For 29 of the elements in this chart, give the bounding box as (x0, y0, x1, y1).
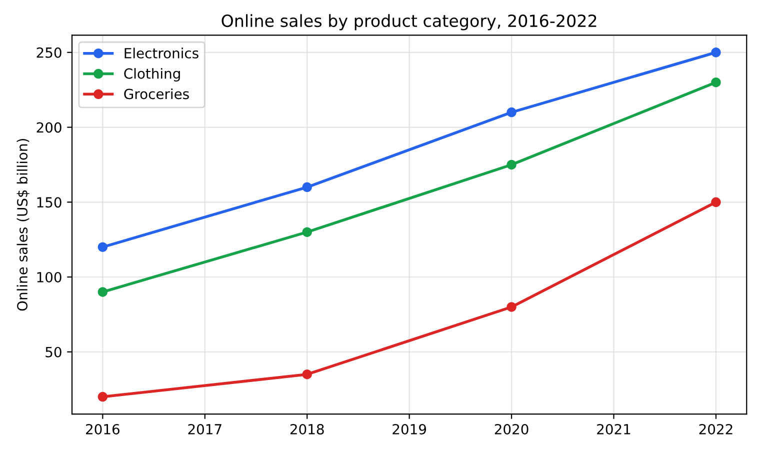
x-tick-label: 2017 (188, 424, 222, 434)
x-tick-label: 2020 (494, 424, 528, 434)
y-tick-label: 200 (36, 122, 62, 133)
y-tick-label: 250 (36, 47, 62, 58)
chart-title: Online sales by product category, 2016-2022 (222, 14, 596, 30)
x-tick-label: 2016 (86, 424, 120, 434)
point (506, 302, 516, 312)
point (506, 107, 516, 118)
y-tick-label: 100 (37, 272, 62, 282)
point (302, 369, 312, 380)
point (98, 392, 108, 402)
point (711, 197, 721, 207)
point (98, 242, 108, 252)
y-tick-label: 150 (37, 197, 62, 208)
legend-label: Groceries (124, 88, 189, 100)
y-tick-label: 50 (46, 346, 62, 358)
y-axis-title: Online sales (US$ billion) (16, 138, 30, 311)
point (98, 287, 108, 297)
point (302, 182, 312, 192)
point (302, 227, 312, 237)
x-tick-label: 2019 (392, 424, 426, 434)
legend-label: Electronics (124, 48, 198, 58)
point (711, 77, 721, 88)
x-tick-label: 2021 (597, 424, 630, 434)
point (711, 48, 721, 58)
x-tick-label: 2022 (699, 424, 732, 434)
legend-label: Clothing (124, 68, 180, 82)
point (506, 160, 516, 170)
x-tick-label: 2018 (290, 424, 324, 434)
